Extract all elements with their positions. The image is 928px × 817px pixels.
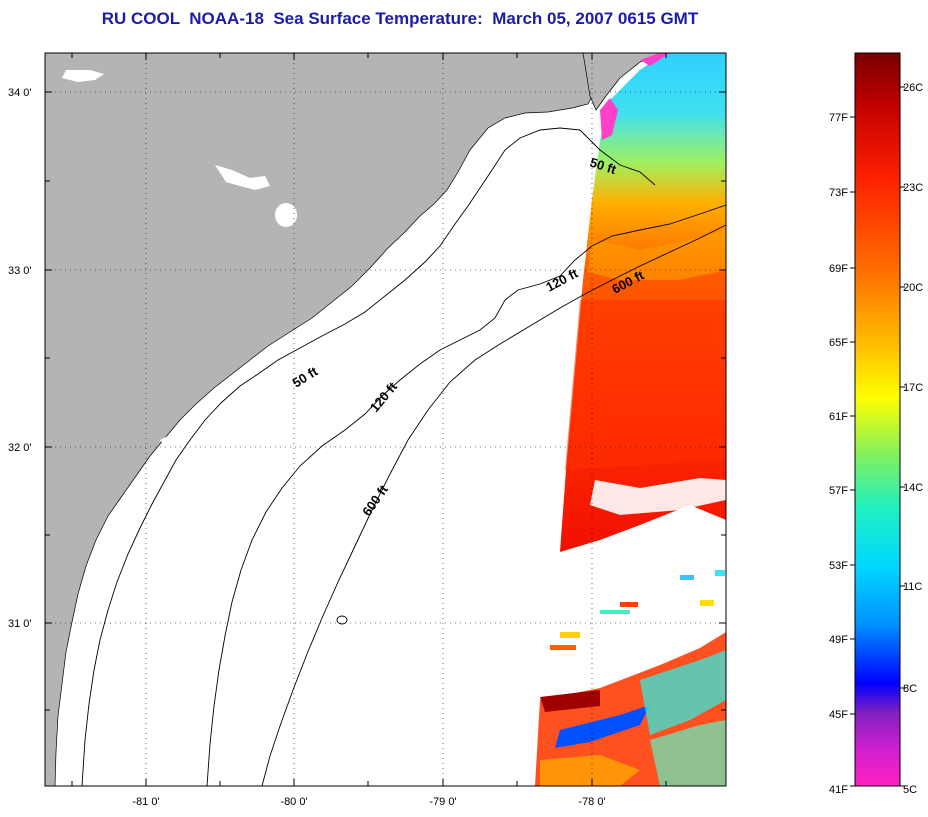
map-area: 50 ft 50 ft 120 ft 120 ft 600 ft 600 ft (8, 52, 727, 808)
lat-label: 32 0' (8, 442, 32, 454)
lon-label: -80 0' (280, 796, 307, 808)
bathymetry-contours (81, 127, 726, 786)
graticule (45, 53, 726, 786)
colorbar-c-label: 8C (903, 683, 917, 695)
colorbar-f-label: 57F (829, 485, 848, 497)
lat-label: 31 0' (8, 618, 32, 630)
contour-50ft-north (579, 129, 656, 186)
colorbar-f-label: 45F (829, 709, 848, 721)
contour-120ft (206, 204, 726, 786)
inland-water (62, 70, 297, 452)
colorbar-c-label: 26C (903, 82, 923, 94)
sst-swath (535, 53, 726, 786)
axis-ticks (45, 53, 726, 786)
contour-600ft (261, 224, 726, 786)
colorbar-c-label: 20C (903, 282, 923, 294)
colorbar-f-label: 61F (829, 411, 848, 423)
colorbar-c-label: 17C (903, 382, 923, 394)
map-title: RU COOL NOAA-18 Sea Surface Temperature:… (101, 9, 699, 28)
colorbar-f-label: 53F (829, 560, 848, 572)
colorbar-c-label: 5C (903, 784, 917, 796)
colorbar: 77F 73F 69F 65F 61F 57F 53F 49F 45F 41F … (829, 52, 923, 796)
lat-label: 34 0' (8, 87, 32, 99)
lon-label: -78 0' (578, 796, 605, 808)
land-mass (45, 53, 597, 786)
colorbar-c-label: 23C (903, 182, 923, 194)
colorbar-f-label: 65F (829, 337, 848, 349)
colorbar-f-label: 77F (829, 112, 848, 124)
colorbar-c-label: 14C (903, 482, 923, 494)
contour-50ft (81, 127, 581, 786)
colorbar-f-label: 69F (829, 263, 848, 275)
colorbar-f-label: 49F (829, 634, 848, 646)
colorbar-f-label: 73F (829, 187, 848, 199)
colorbar-c-label: 11C (903, 581, 922, 593)
lon-label: -81 0' (132, 796, 159, 808)
lon-label: -79 0' (429, 796, 456, 808)
colorbar-f-label: 41F (829, 784, 848, 796)
lat-label: 33 0' (8, 265, 32, 277)
